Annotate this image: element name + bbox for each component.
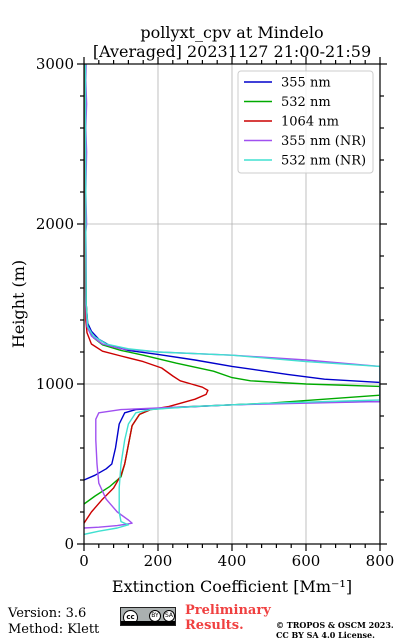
preliminary-notice: Preliminary Results. — [185, 603, 271, 633]
badge-bar — [121, 621, 175, 625]
x-axis-label: Extinction Coefficient [Mm⁻¹] — [112, 577, 352, 596]
cc-license-badge: cc BY SA — [120, 607, 176, 626]
legend-box — [237, 70, 374, 174]
legend: 355 nm 532 nm 1064 nm 355 nm (NR) 532 nm (NR… — [237, 70, 374, 174]
legend-label-0: 355 nm — [281, 76, 331, 91]
ticks: 0 200 400 600 800 0 1000 2000 3000 — [36, 55, 395, 570]
x-tick-label: 400 — [218, 552, 247, 570]
x-tick-label: 0 — [79, 552, 89, 570]
method-text: Method: Klett — [8, 622, 100, 637]
x-tick-label: 200 — [144, 552, 173, 570]
legend-label-3: 355 nm (NR) — [281, 134, 366, 149]
version-text: Version: 3.6 — [8, 606, 87, 621]
legend-label-2: 1064 nm — [281, 115, 339, 130]
chart-subtitle: [Averaged] 20231127 21:00-21:59 — [93, 42, 371, 61]
copyright-notice: © TROPOS & OSCM 2023. CC BY SA 4.0 Licen… — [276, 620, 394, 640]
preliminary-line-1: Preliminary — [185, 603, 271, 618]
y-tick-label: 1000 — [36, 375, 74, 393]
series-lines — [84, 64, 380, 536]
extinction-profile-chart: pollyxt_cpv at Mindelo [Averaged] 202311… — [9, 23, 395, 596]
preliminary-line-2: Results. — [185, 618, 244, 633]
x-tick-label: 600 — [292, 552, 321, 570]
y-tick-label: 2000 — [36, 215, 74, 233]
legend-label-1: 532 nm — [281, 95, 331, 110]
copyright-line-2: CC BY SA 4.0 License. — [276, 630, 375, 640]
series-line-2 — [84, 64, 209, 524]
series-line-4 — [84, 64, 380, 536]
y-tick-label: 0 — [64, 535, 74, 553]
y-tick-label: 3000 — [36, 55, 74, 73]
legend-label-4: 532 nm (NR) — [281, 154, 366, 169]
copyright-line-1: © TROPOS & OSCM 2023. — [276, 620, 394, 630]
y-axis-label: Height (m) — [9, 260, 28, 348]
x-tick-label: 800 — [366, 552, 395, 570]
chart-title: pollyxt_cpv at Mindelo — [140, 23, 323, 42]
